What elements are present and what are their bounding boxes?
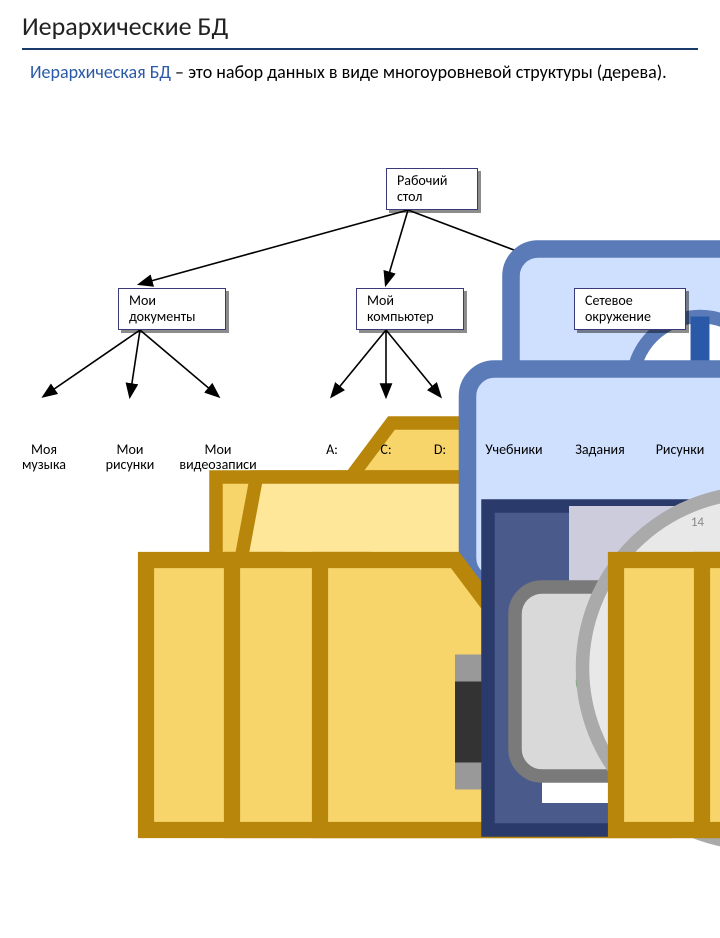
edge-10 [600, 330, 604, 396]
edge-0 [140, 210, 408, 284]
leaf-0: Моя музыка [2, 398, 86, 473]
edge-8 [386, 330, 440, 396]
folder-icon [580, 398, 620, 438]
node-docs: Мои документы [72, 288, 226, 330]
leaf-5-label: D: [398, 442, 482, 457]
edge-2 [408, 210, 604, 284]
leaf-0-label: Моя музыка [2, 442, 86, 473]
edge-9 [514, 330, 604, 396]
folder-icon [660, 398, 700, 438]
node-comp-label: Мой компьютер [356, 288, 464, 330]
leaf-8-label: Рисунки [638, 442, 720, 457]
computer-icon [310, 289, 350, 329]
leaf-1: Мои рисунки [88, 398, 172, 473]
edge-1 [386, 210, 408, 284]
leaf-1-label: Мои рисунки [88, 442, 172, 473]
folder_image-icon [110, 398, 150, 438]
network-icon [528, 289, 568, 329]
diagram-canvas: Рабочий стол Мои документы Мой компьютер Се… [0, 0, 720, 540]
folder_open-icon [72, 289, 112, 329]
node-net: Сетевое окружение [528, 288, 686, 330]
edge-6 [332, 330, 386, 396]
leaf-7-label: Задания [558, 442, 642, 457]
node-root-label: Рабочий стол [386, 168, 478, 210]
leaf-5: D: [398, 398, 482, 457]
edge-5 [140, 330, 218, 396]
folder-icon [494, 398, 534, 438]
leaf-2-label: Мои видеозаписи [176, 442, 260, 473]
edge-11 [604, 330, 680, 396]
folder_music-icon [24, 398, 64, 438]
node-docs-label: Мои документы [118, 288, 226, 330]
leaf-7: Задания [558, 398, 642, 457]
folder_film-icon [198, 398, 238, 438]
edge-4 [130, 330, 140, 396]
cd-icon [420, 398, 460, 438]
node-comp: Мой компьютер [310, 288, 464, 330]
leaf-8: Рисунки [638, 398, 720, 457]
edge-3 [44, 330, 140, 396]
node-net-label: Сетевое окружение [574, 288, 686, 330]
node-root: Рабочий стол [340, 168, 478, 210]
leaf-6-label: Учебники [472, 442, 556, 457]
leaf-6: Учебники [472, 398, 556, 457]
leaf-2: Мои видеозаписи [176, 398, 260, 473]
desktop-icon [340, 169, 380, 209]
page-number: 14 [691, 515, 704, 530]
